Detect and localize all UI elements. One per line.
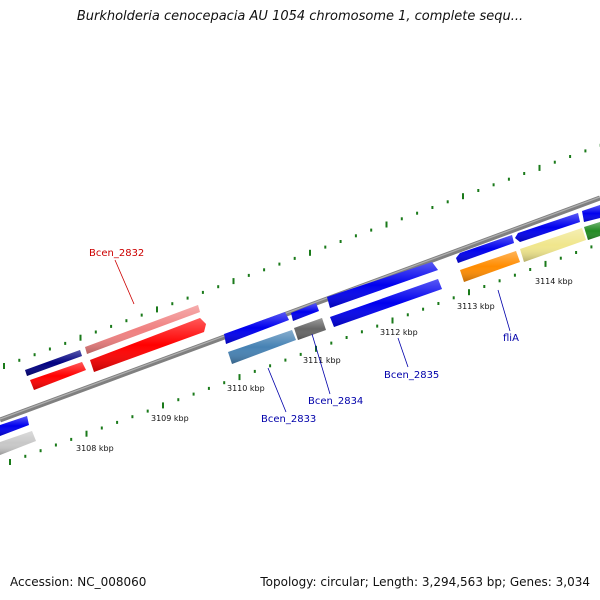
gene-labels: Bcen_2832 Bcen_2833 Bcen_2834 Bcen_2835 … <box>89 248 519 425</box>
gene-shade <box>460 251 520 282</box>
sequence-info-text: Topology: circular; Length: 3,294,563 bp… <box>260 575 590 589</box>
gene-shade <box>582 205 600 222</box>
leader-bcen-2833 <box>267 367 287 413</box>
kbp-label-3113: 3113 kbp <box>457 302 495 311</box>
gene-shade <box>520 228 586 262</box>
kbp-label-3110: 3110 kbp <box>227 384 265 393</box>
leader-bcen-2835 <box>397 337 409 368</box>
label-bcen-2835[interactable]: Bcen_2835 <box>384 370 439 381</box>
label-bcen-2833[interactable]: Bcen_2833 <box>261 414 316 425</box>
gene-shade <box>85 305 200 354</box>
gene-shade <box>330 279 442 327</box>
gene-shade <box>327 262 438 308</box>
kbp-label-3112: 3112 kbp <box>380 328 418 337</box>
label-bcen-2832[interactable]: Bcen_2832 <box>89 248 144 259</box>
gene-shade <box>515 213 580 242</box>
gene-shade <box>90 318 206 372</box>
gene-shade <box>0 431 36 455</box>
leader-lines <box>114 259 511 413</box>
scale-labels: 3108 kbp 3109 kbp 3110 kbp 3111 kbp 3112… <box>76 277 573 453</box>
leader-flia <box>497 289 511 332</box>
kbp-label-3108: 3108 kbp <box>76 444 114 453</box>
gene-shade <box>224 312 289 344</box>
gene-shade <box>228 330 296 364</box>
gene-shade <box>294 318 326 340</box>
kbp-label-3114: 3114 kbp <box>535 277 573 286</box>
backbone-highlight <box>0 196 600 420</box>
gene-shade <box>584 222 600 240</box>
label-bcen-2834[interactable]: Bcen_2834 <box>308 396 363 407</box>
outer-tick-row <box>3 143 600 369</box>
gene-shade <box>456 235 514 263</box>
backbone-line <box>0 195 600 423</box>
map-title: Burkholderia cenocepacia AU 1054 chromos… <box>76 9 524 24</box>
kbp-label-3109: 3109 kbp <box>151 414 189 423</box>
kbp-label-3111: 3111 kbp <box>303 356 341 365</box>
label-flia[interactable]: fliA <box>503 333 519 344</box>
inner-tick-row <box>9 245 593 465</box>
leader-bcen-2832 <box>114 259 135 305</box>
gene-shade <box>30 362 86 390</box>
gene-shading <box>0 205 600 455</box>
gene-shade <box>25 350 82 376</box>
leader-bcen-2834 <box>311 333 331 395</box>
gene-shade <box>0 416 29 436</box>
accession-text: Accession: NC_008060 <box>10 575 147 589</box>
gene-shade <box>291 303 319 321</box>
